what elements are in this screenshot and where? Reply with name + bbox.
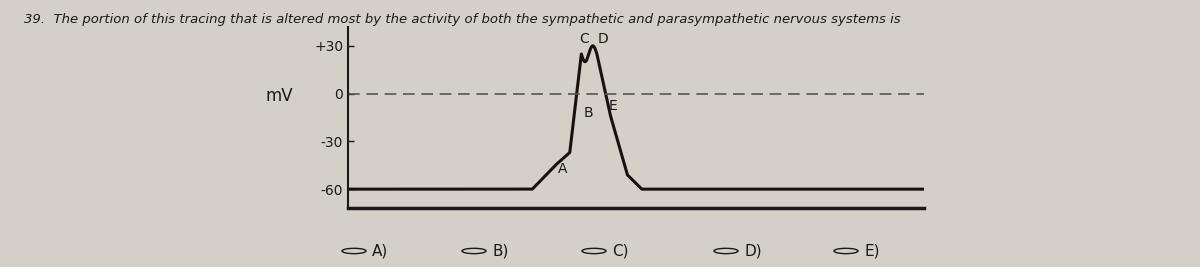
Text: C: C [580, 32, 589, 46]
Text: A: A [558, 162, 568, 176]
Text: D: D [598, 32, 608, 46]
Text: 39.  The portion of this tracing that is altered most by the activity of both th: 39. The portion of this tracing that is … [24, 13, 901, 26]
Text: D): D) [744, 244, 762, 258]
Text: B: B [583, 106, 593, 120]
Text: E): E) [864, 244, 880, 258]
Y-axis label: mV: mV [265, 87, 293, 105]
Text: B): B) [492, 244, 509, 258]
Text: E: E [608, 99, 617, 113]
Text: C): C) [612, 244, 629, 258]
Text: A): A) [372, 244, 389, 258]
